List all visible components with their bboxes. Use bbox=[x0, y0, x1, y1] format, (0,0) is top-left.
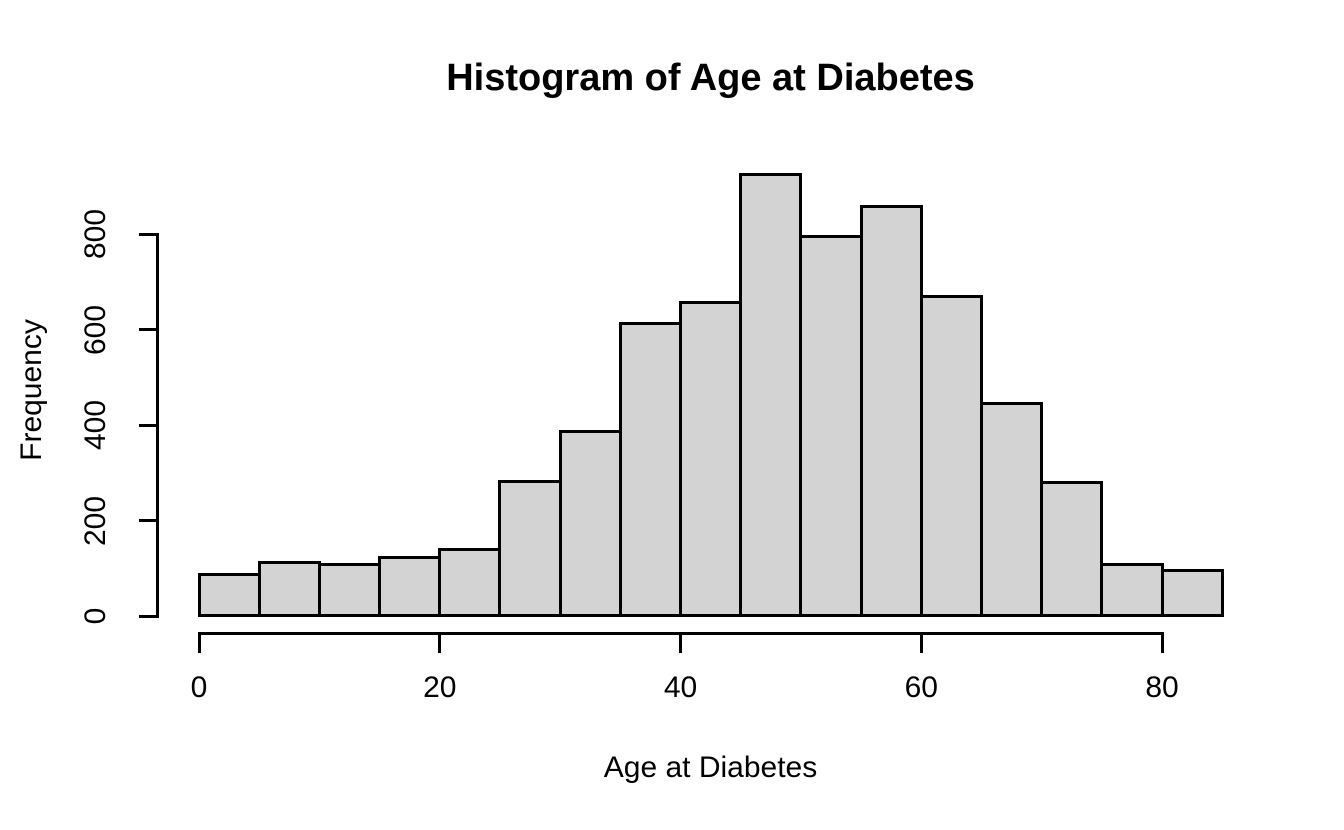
histogram-bar bbox=[378, 555, 442, 618]
histogram-bar bbox=[558, 430, 622, 618]
histogram-bar bbox=[498, 480, 562, 618]
histogram-bar bbox=[197, 573, 261, 618]
y-axis-line bbox=[155, 232, 159, 618]
y-axis-label: Frequency bbox=[15, 319, 48, 461]
x-tick-label: 40 bbox=[663, 671, 698, 704]
histogram-bar bbox=[859, 205, 923, 618]
y-tick-mark bbox=[138, 519, 156, 522]
x-tick-mark bbox=[197, 634, 201, 653]
histogram-bar bbox=[438, 547, 502, 618]
x-axis-line bbox=[197, 631, 1164, 635]
histogram-bar bbox=[317, 562, 382, 618]
y-tick-label: 600 bbox=[79, 304, 112, 355]
histogram-bar bbox=[618, 321, 682, 618]
y-tick-label: 800 bbox=[79, 208, 112, 260]
x-tick-mark bbox=[438, 634, 442, 653]
histogram-bar bbox=[919, 294, 983, 618]
x-tick-label: 20 bbox=[423, 671, 457, 704]
y-tick-label: 200 bbox=[79, 495, 112, 546]
x-axis-label: Age at Diabetes bbox=[603, 751, 818, 784]
histogram-bar bbox=[1160, 568, 1224, 618]
y-tick-mark bbox=[138, 328, 156, 331]
y-tick-mark bbox=[138, 232, 156, 236]
y-tick-mark bbox=[138, 423, 156, 427]
histogram-bar bbox=[979, 401, 1044, 618]
x-tick-label: 80 bbox=[1145, 671, 1179, 704]
y-tick-mark bbox=[138, 614, 156, 618]
x-tick-label: 0 bbox=[190, 671, 208, 704]
x-tick-mark bbox=[679, 634, 682, 653]
histogram-bar bbox=[799, 235, 863, 618]
histogram-bar bbox=[739, 173, 803, 618]
histogram-bar bbox=[679, 301, 743, 618]
y-tick-label: 0 bbox=[79, 607, 112, 625]
chart-title: Histogram of Age at Diabetes bbox=[446, 57, 975, 99]
histogram-bar bbox=[257, 561, 321, 618]
y-tick-label: 400 bbox=[79, 399, 112, 451]
x-tick-mark bbox=[919, 634, 923, 653]
x-tick-mark bbox=[1160, 634, 1164, 653]
histogram-bar bbox=[1100, 563, 1164, 618]
histogram-bar bbox=[1040, 481, 1104, 618]
x-tick-label: 60 bbox=[904, 671, 938, 704]
